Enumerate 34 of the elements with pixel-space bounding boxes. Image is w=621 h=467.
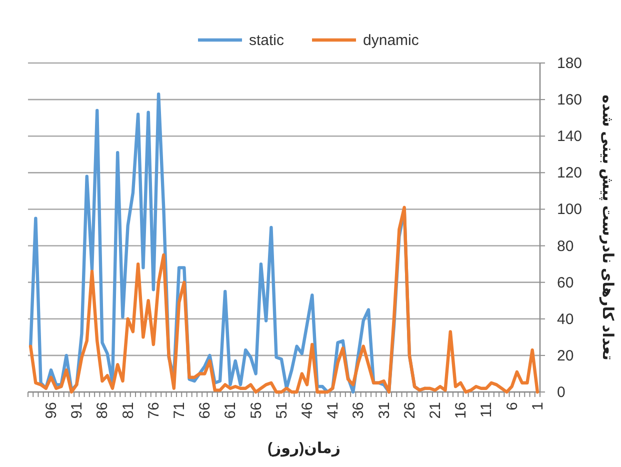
y-tick-label: 0: [557, 384, 566, 401]
x-tick-label: 91: [68, 402, 86, 419]
x-tick-label: 1: [529, 402, 546, 410]
y-tick-label: 100: [557, 201, 582, 218]
x-tick-label: 66: [196, 402, 214, 419]
x-tick-label: 41: [324, 402, 342, 419]
y-tick-label: 80: [557, 238, 574, 255]
x-tick-label: 36: [350, 402, 368, 419]
x-tick-label: 61: [222, 402, 240, 419]
x-axis-title: زمان(روز): [268, 440, 340, 457]
x-tick-label: 71: [171, 402, 188, 419]
y-tick-label: 180: [557, 55, 582, 72]
x-tick-label: 26: [401, 402, 418, 419]
x-tick-label: 31: [376, 402, 393, 419]
x-tick-label: 51: [273, 402, 290, 419]
x-tick-label: 56: [248, 402, 265, 419]
x-tick-label: 86: [94, 402, 112, 419]
x-tick-label: 46: [299, 402, 316, 419]
y-tick-label: 20: [557, 347, 574, 364]
legend-label: static: [249, 32, 285, 49]
x-tick-label: 11: [478, 402, 496, 418]
x-tick-label: 6: [504, 402, 521, 410]
y-tick-label: 160: [557, 92, 582, 109]
y-tick-label: 140: [557, 128, 582, 146]
legend-label: dynamic: [363, 32, 420, 49]
x-tick-label: 21: [427, 402, 444, 419]
y-tick-label: 120: [557, 164, 582, 182]
x-tick-label: 76: [145, 402, 162, 419]
x-tick-label: 81: [120, 402, 137, 419]
y-axis-title: تعداد کارهای نادرست پیش بینی شده: [599, 94, 616, 360]
x-tick-label: 16: [452, 402, 470, 419]
x-tick-label: 96: [43, 402, 60, 419]
y-tick-label: 40: [557, 310, 574, 328]
y-tick-label: 60: [557, 274, 574, 292]
